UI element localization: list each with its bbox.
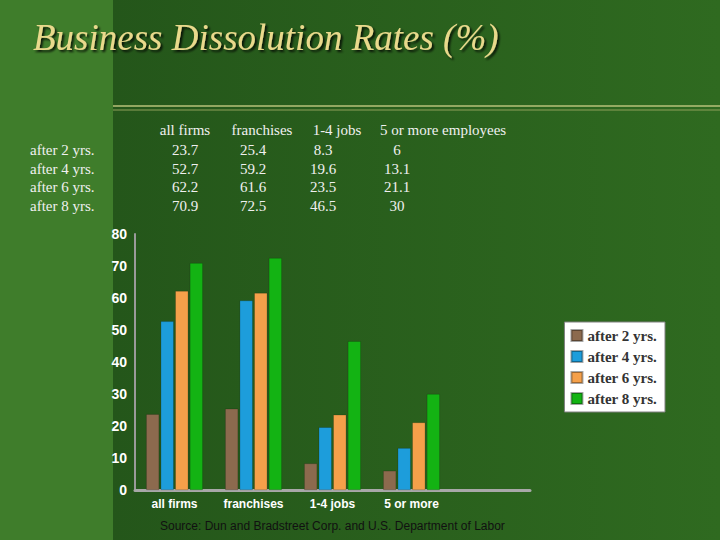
- svg-text:80: 80: [111, 226, 127, 242]
- html-text:franchises: franchises: [231, 122, 293, 138]
- svg-text:10: 10: [111, 450, 127, 466]
- html-text:61.6: 61.6: [239, 179, 267, 196]
- svg-text:after 6 yrs.: after 6 yrs.: [587, 370, 657, 386]
- svg-text:30: 30: [111, 386, 127, 402]
- html-text:after 6 yrs.: after 6 yrs.: [30, 179, 95, 196]
- html-text:30: 30: [389, 198, 405, 215]
- svg-text:1-4 jobs: 1-4 jobs: [310, 497, 356, 511]
- html-text:52.7: 52.7: [171, 160, 199, 177]
- html-text:21.1: 21.1: [383, 179, 411, 196]
- svg-text:after 2 yrs.: after 2 yrs.: [587, 328, 657, 344]
- html-text:13.1: 13.1: [383, 160, 411, 177]
- html-text:62.2: 62.2: [171, 179, 199, 196]
- svg-text:50: 50: [111, 322, 127, 338]
- svg-text:Business Dissolution Rates (%): Business Dissolution Rates (%): [33, 17, 499, 59]
- html-text:after 4 yrs.: after 4 yrs.: [30, 160, 95, 177]
- html-text:6: 6: [393, 142, 401, 158]
- svg-text:60: 60: [111, 290, 127, 306]
- svg-text:all firms: all firms: [151, 497, 197, 511]
- html-text:5 or more employees: 5 or more employees: [380, 122, 507, 138]
- html-text:59.2: 59.2: [239, 160, 267, 177]
- html-text:46.5: 46.5: [309, 198, 337, 215]
- html-text:72.5: 72.5: [239, 198, 267, 215]
- svg-text:franchises: franchises: [223, 497, 283, 511]
- html-text:19.6: 19.6: [309, 160, 337, 177]
- html-text:all firms: all firms: [159, 122, 211, 138]
- svg-text:5 or more: 5 or more: [384, 497, 439, 511]
- html-text:1-4 jobs: 1-4 jobs: [312, 122, 362, 138]
- html-text:23.5: 23.5: [309, 179, 337, 196]
- html-text:25.4: 25.4: [239, 142, 267, 158]
- html-text:8.3: 8.3: [313, 142, 333, 158]
- svg-text:40: 40: [111, 354, 127, 370]
- html-text:after 2 yrs.: after 2 yrs.: [30, 142, 95, 158]
- html-text:after 8 yrs.: after 8 yrs.: [30, 198, 95, 215]
- svg-text:Source: Dun and Bradstreet Cor: Source: Dun and Bradstreet Corp. and U.S…: [160, 519, 505, 533]
- svg-text:70: 70: [111, 258, 127, 274]
- svg-text:after 4 yrs.: after 4 yrs.: [587, 349, 657, 365]
- svg-text:0: 0: [119, 482, 127, 498]
- html-text:70.9: 70.9: [171, 198, 199, 215]
- html-text:23.7: 23.7: [171, 142, 199, 158]
- svg-text:20: 20: [111, 418, 127, 434]
- svg-text:after 8 yrs.: after 8 yrs.: [587, 391, 657, 407]
